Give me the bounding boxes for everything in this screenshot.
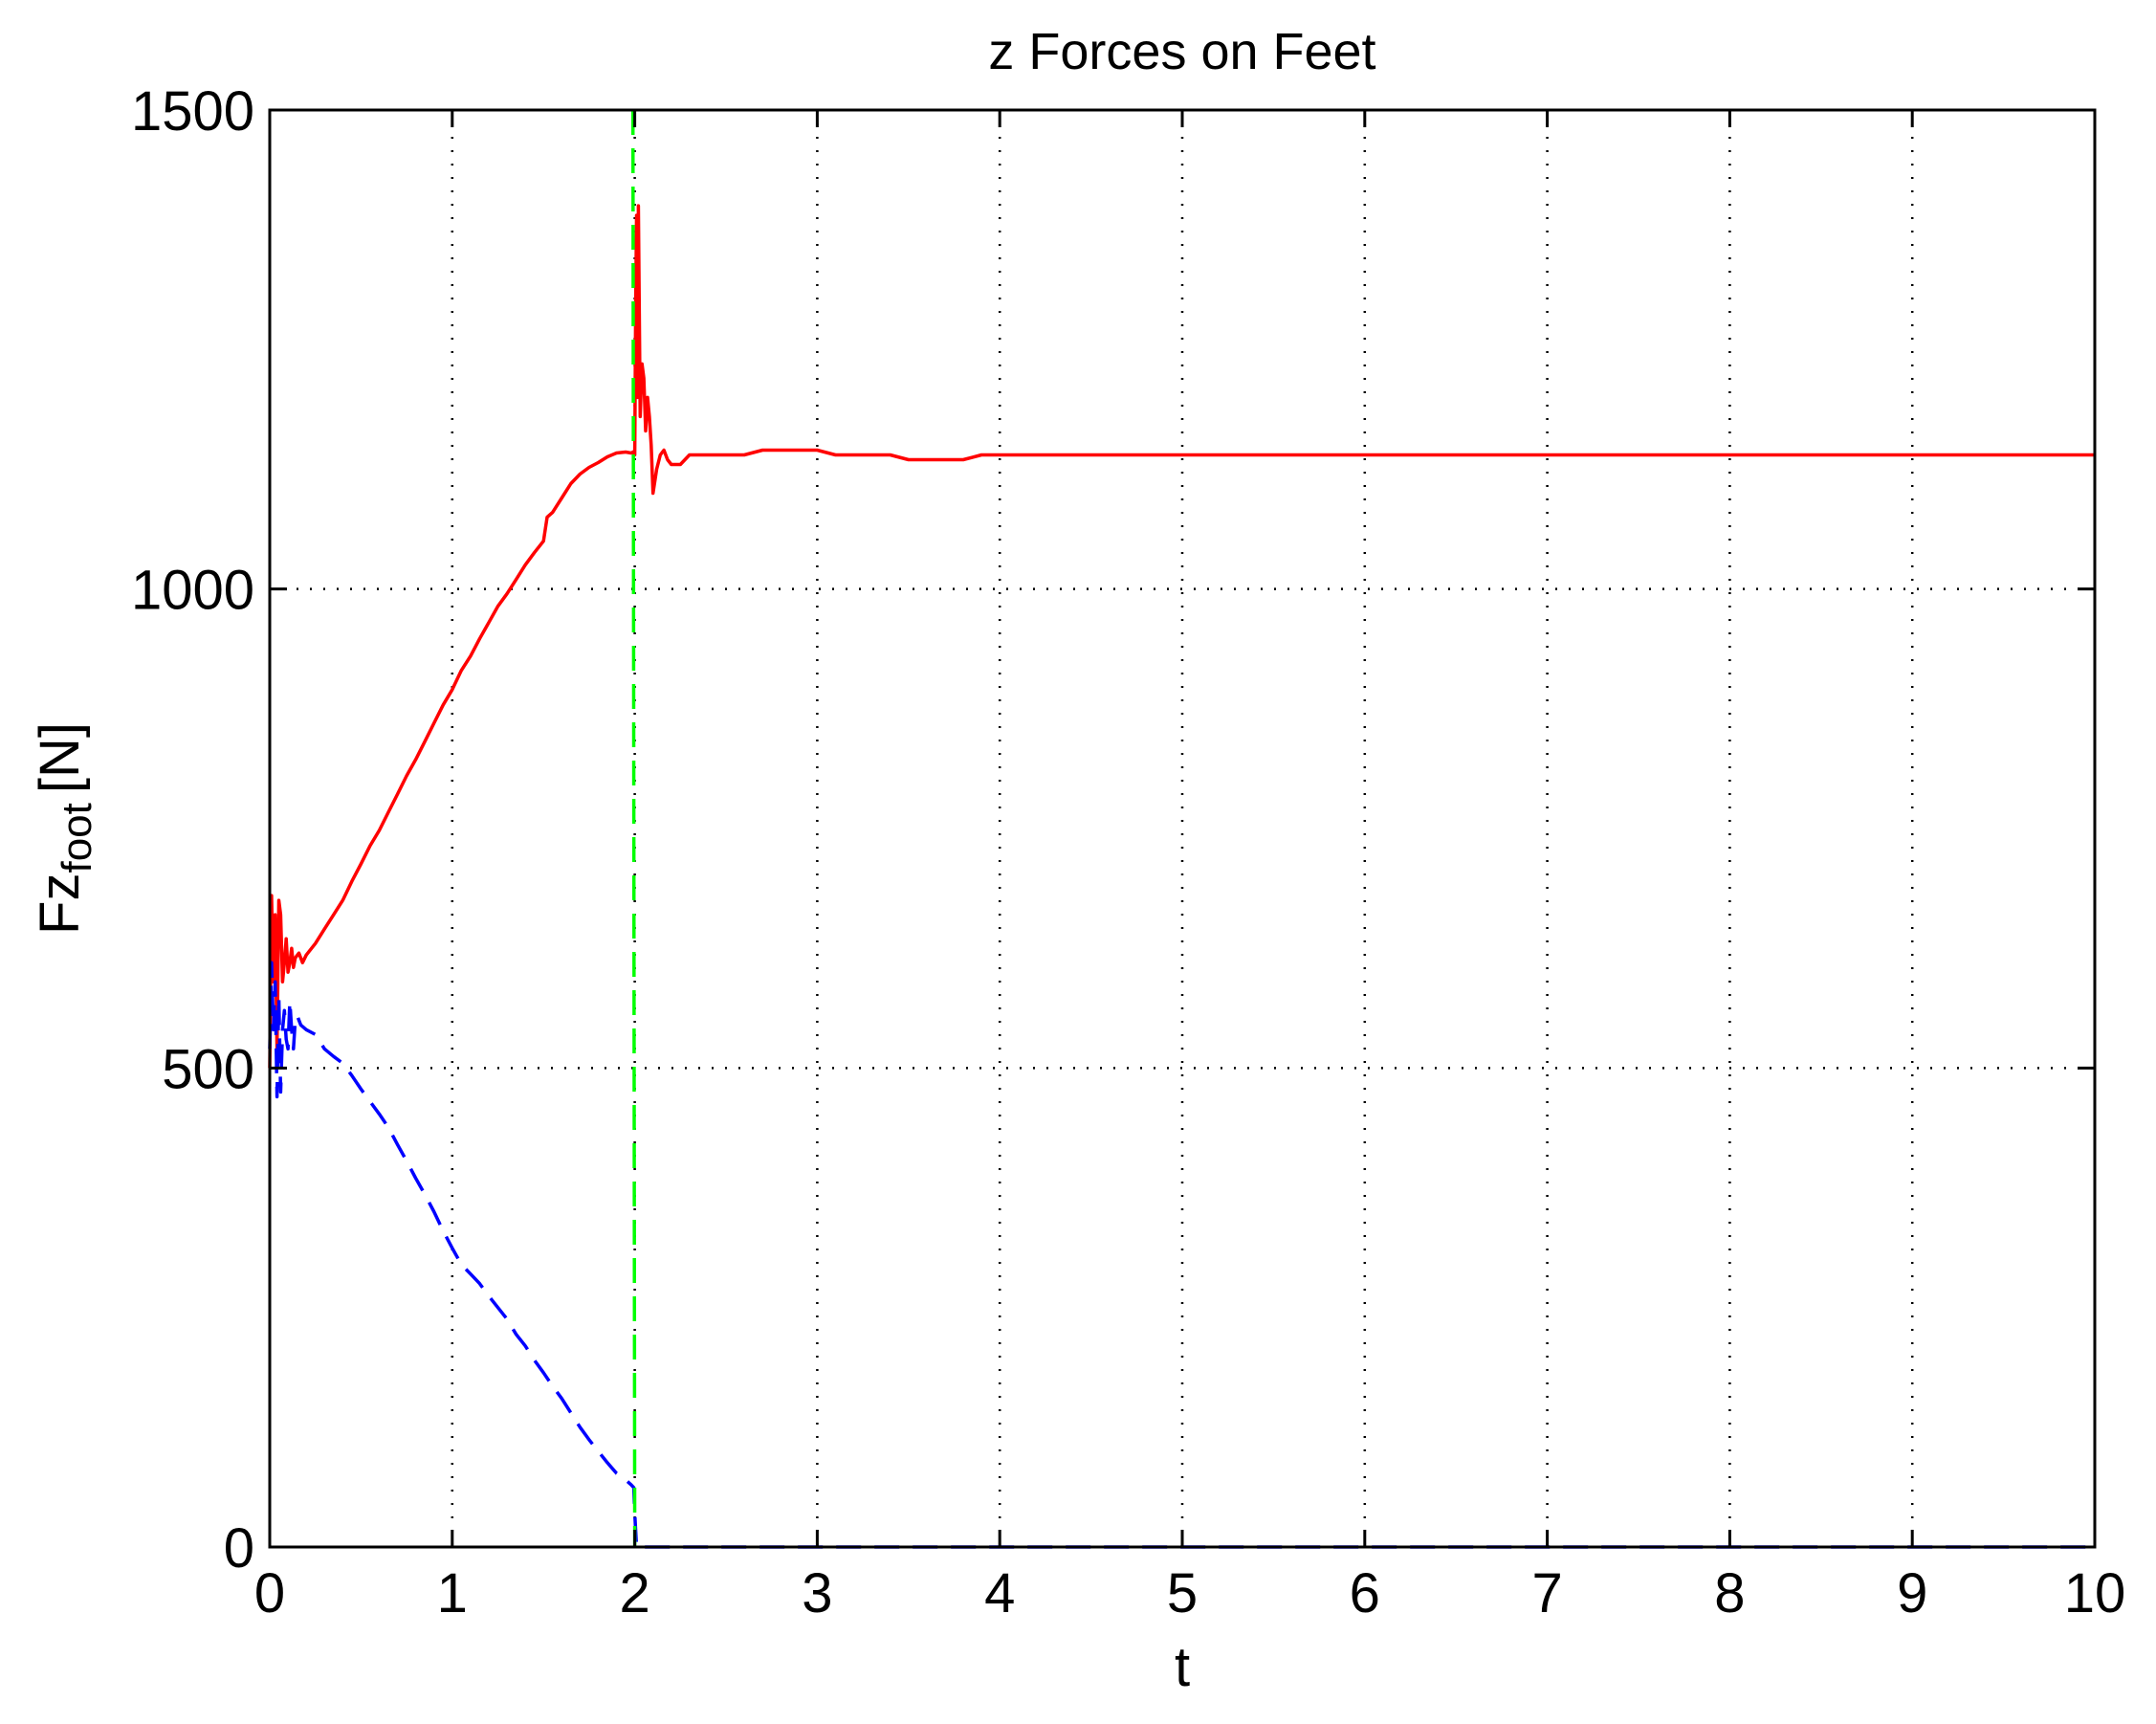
y-axis-label-unit: [N] — [29, 722, 91, 793]
y-axis-label-main: Fz — [29, 873, 91, 935]
x-tick-label: 2 — [619, 1562, 649, 1625]
x-tick-label: 3 — [802, 1562, 832, 1625]
y-tick-label: 500 — [162, 1038, 254, 1100]
x-tick-label: 6 — [1350, 1562, 1380, 1625]
x-tick-label: 7 — [1531, 1562, 1562, 1625]
ticks — [268, 108, 2097, 1549]
x-tick-label: 8 — [1714, 1562, 1745, 1625]
y-axis-label: Fzfoot [N] — [29, 722, 100, 935]
y-tick-label: 0 — [224, 1517, 254, 1580]
x-axis-label: t — [1175, 1636, 1190, 1698]
x-tick-label: 4 — [984, 1562, 1015, 1625]
series-line-3 — [630, 109, 637, 1548]
x-tick-label: 1 — [437, 1562, 468, 1625]
series-line-1 — [268, 204, 2095, 1069]
y-tick-label: 1000 — [131, 560, 254, 622]
series-layer — [268, 109, 2095, 1549]
series-line-2 — [268, 961, 2095, 1549]
y-axis-label-subscript: foot — [54, 803, 100, 873]
x-tick-label: 5 — [1167, 1562, 1198, 1625]
chart-title: z Forces on Feet — [988, 23, 1375, 80]
x-tick-label: 0 — [254, 1562, 285, 1625]
x-tick-label: 10 — [2064, 1562, 2126, 1625]
grid — [270, 110, 2095, 1547]
y-tick-label: 1500 — [131, 80, 254, 143]
x-tick-label: 9 — [1897, 1562, 1927, 1625]
tick-labels: 0 1 2 3 4 5 6 7 8 9 10 0 500 1000 1500 — [131, 80, 2125, 1625]
